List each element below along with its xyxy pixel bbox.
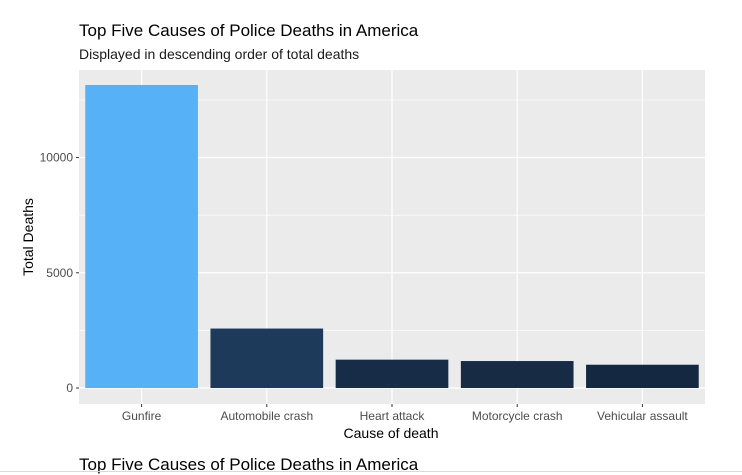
bars [85,84,699,388]
x-axis-title: Cause of death [344,425,439,441]
bar-automobile-crash [210,328,324,388]
y-tick-label: 10000 [40,151,74,165]
chart-title: Top Five Causes of Police Deaths in Amer… [79,21,419,40]
x-tick-label: Automobile crash [220,409,313,423]
x-tick-label: Heart attack [360,409,426,423]
x-tick-label: Vehicular assault [597,409,688,423]
y-tick-label: 0 [66,381,73,395]
bar-motorcycle-crash [460,361,574,388]
bar-gunfire [85,84,198,388]
y-tick-label: 5000 [46,266,73,280]
bar-vehicular-assault [586,364,699,388]
next-chart-title: Top Five Causes of Police Deaths in Amer… [79,455,419,474]
chart-subtitle: Displayed in descending order of total d… [79,46,360,62]
x-axis: Gunfire Automobile crash Heart attack Motor… [122,404,688,423]
y-axis-title: Total Deaths [20,198,36,276]
bar-heart-attack [335,359,449,388]
section-divider [0,471,742,472]
x-tick-label: Gunfire [122,409,162,423]
y-axis: 0 5000 10000 [40,151,79,395]
x-tick-label: Motorcycle crash [472,409,563,423]
